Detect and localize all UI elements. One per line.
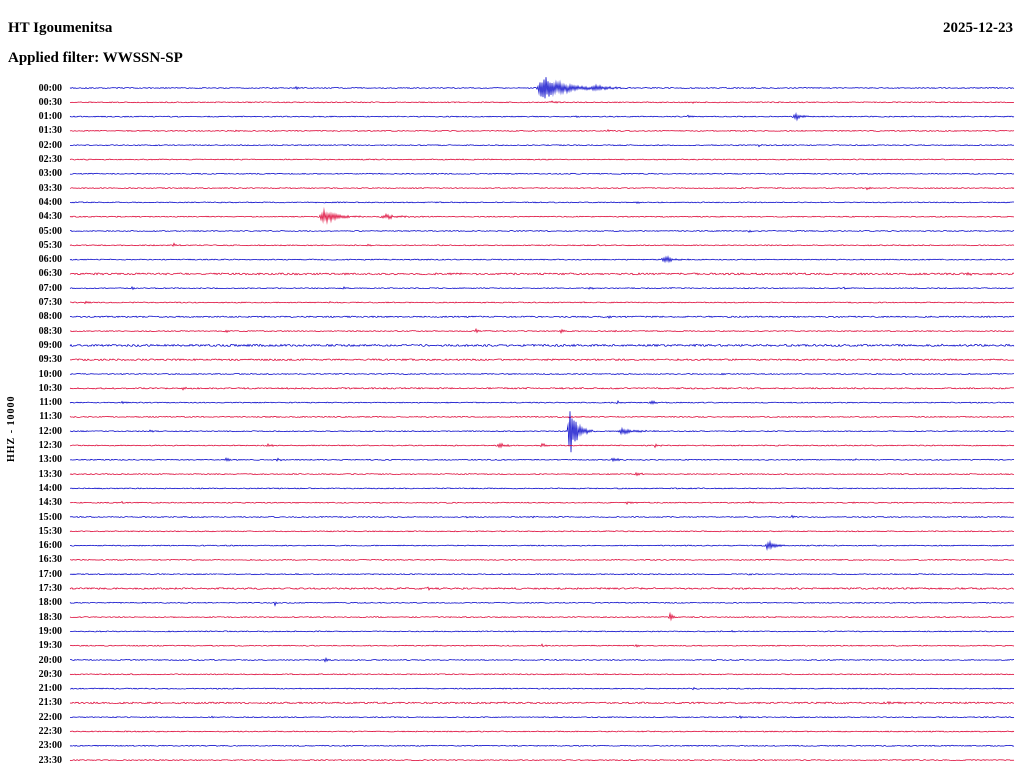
time-label: 15:30 — [38, 525, 62, 537]
time-label: 00:00 — [38, 82, 62, 94]
time-label: 19:30 — [38, 640, 62, 652]
time-label: 09:30 — [38, 354, 62, 366]
time-label: 00:30 — [38, 96, 62, 108]
station-title: HT Igoumenitsa — [8, 20, 113, 36]
time-label: 07:30 — [38, 297, 62, 308]
time-label: 18:30 — [38, 611, 62, 623]
time-label: 09:00 — [38, 339, 62, 351]
date-label: 2025-12-23 — [943, 20, 1013, 36]
time-label: 23:00 — [38, 740, 62, 752]
time-label: 20:30 — [38, 668, 62, 680]
time-label: 14:30 — [38, 497, 62, 509]
time-label: 13:30 — [38, 468, 62, 480]
time-label: 10:00 — [38, 368, 62, 380]
time-label: 03:30 — [38, 182, 62, 194]
time-label: 14:00 — [38, 482, 62, 494]
time-label: 15:00 — [38, 511, 62, 523]
time-label: 18:00 — [38, 597, 62, 609]
time-label: 08:30 — [38, 325, 62, 337]
time-label: 17:00 — [38, 568, 62, 580]
time-label: 23:30 — [38, 754, 62, 766]
time-label: 05:30 — [38, 239, 62, 251]
time-label: 22:00 — [38, 711, 62, 723]
time-label: 22:30 — [38, 726, 62, 737]
time-label: 20:00 — [38, 654, 62, 666]
time-label: 02:00 — [38, 139, 62, 151]
time-label: 11:00 — [39, 397, 62, 409]
time-label: 06:30 — [38, 268, 62, 280]
time-label: 11:30 — [39, 411, 62, 423]
time-label: 12:30 — [38, 440, 62, 451]
time-label: 04:00 — [38, 196, 62, 208]
time-label: 01:00 — [38, 111, 62, 123]
time-label: 17:30 — [38, 583, 62, 594]
time-label: 05:00 — [38, 225, 62, 237]
time-label: 21:00 — [38, 683, 62, 695]
time-label: 12:00 — [38, 425, 62, 437]
time-label: 16:00 — [38, 540, 62, 552]
time-label: 04:30 — [38, 211, 62, 223]
time-label: 07:00 — [38, 282, 62, 294]
time-label: 13:00 — [38, 454, 62, 466]
time-label: 03:00 — [38, 168, 62, 180]
time-label: 08:00 — [38, 311, 62, 323]
time-label: 10:30 — [38, 382, 62, 394]
time-label: 21:30 — [38, 697, 62, 709]
time-label: 02:30 — [38, 154, 62, 165]
time-label: 01:30 — [38, 125, 62, 137]
time-label: 06:00 — [38, 254, 62, 266]
time-label: 16:30 — [38, 554, 62, 566]
filter-label: Applied filter: WWSSN-SP — [8, 50, 183, 66]
time-label: 19:00 — [38, 625, 62, 637]
